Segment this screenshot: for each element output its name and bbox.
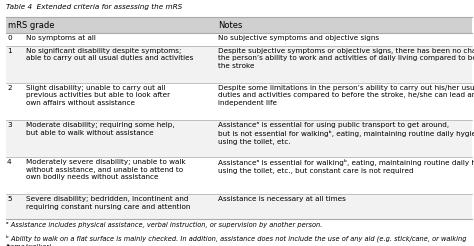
Text: 4: 4 bbox=[7, 159, 12, 165]
Text: Assistanceᵃ is essential for using public transport to get around,
but is not es: Assistanceᵃ is essential for using publi… bbox=[218, 122, 474, 145]
Text: Assistance is necessary at all times: Assistance is necessary at all times bbox=[218, 196, 346, 202]
Text: Slight disability; unable to carry out all
previous activities but able to look : Slight disability; unable to carry out a… bbox=[26, 85, 170, 106]
Text: ᵃ Assistance includes physical assistance, verbal instruction, or supervision by: ᵃ Assistance includes physical assistanc… bbox=[6, 221, 322, 228]
Text: Despite subjective symptoms or objective signs, there has been no change in
the : Despite subjective symptoms or objective… bbox=[218, 47, 474, 69]
Text: No subjective symptoms and objective signs: No subjective symptoms and objective sig… bbox=[218, 35, 379, 41]
Text: Moderate disability; requiring some help,
but able to walk without assistance: Moderate disability; requiring some help… bbox=[26, 122, 175, 136]
Text: 3: 3 bbox=[7, 122, 12, 128]
Text: Assistanceᵃ is essential for walkingᵇ, eating, maintaining routine daily hygiene: Assistanceᵃ is essential for walkingᵇ, e… bbox=[218, 159, 474, 174]
Text: Table 4  Extended criteria for assessing the mRS: Table 4 Extended criteria for assessing … bbox=[6, 4, 182, 10]
Text: 5: 5 bbox=[7, 196, 12, 202]
Bar bbox=[6, 194, 472, 219]
Text: Despite some limitations in the person’s ability to carry out his/her usual
duti: Despite some limitations in the person’s… bbox=[218, 85, 474, 106]
Bar bbox=[6, 157, 472, 194]
Text: 2: 2 bbox=[7, 85, 12, 91]
Bar bbox=[6, 33, 472, 46]
Text: ᵇ Ability to walk on a flat surface is mainly checked. In addition, assistance d: ᵇ Ability to walk on a flat surface is m… bbox=[6, 235, 466, 246]
Text: Severe disability; bedridden, incontinent and
requiring constant nursing care an: Severe disability; bedridden, incontinen… bbox=[26, 196, 191, 210]
Text: No significant disability despite symptoms;
able to carry out all usual duties a: No significant disability despite sympto… bbox=[26, 47, 193, 61]
Text: No symptoms at all: No symptoms at all bbox=[26, 35, 96, 41]
Bar bbox=[6, 120, 472, 157]
Text: 0: 0 bbox=[7, 35, 12, 41]
Bar bbox=[6, 83, 472, 120]
Bar bbox=[6, 46, 472, 83]
Text: 1: 1 bbox=[7, 47, 12, 54]
Text: mRS grade: mRS grade bbox=[8, 21, 55, 30]
Bar bbox=[6, 17, 472, 33]
Text: Moderately severe disability; unable to walk
without assistance, and unable to a: Moderately severe disability; unable to … bbox=[26, 159, 186, 181]
Text: Notes: Notes bbox=[218, 21, 242, 30]
